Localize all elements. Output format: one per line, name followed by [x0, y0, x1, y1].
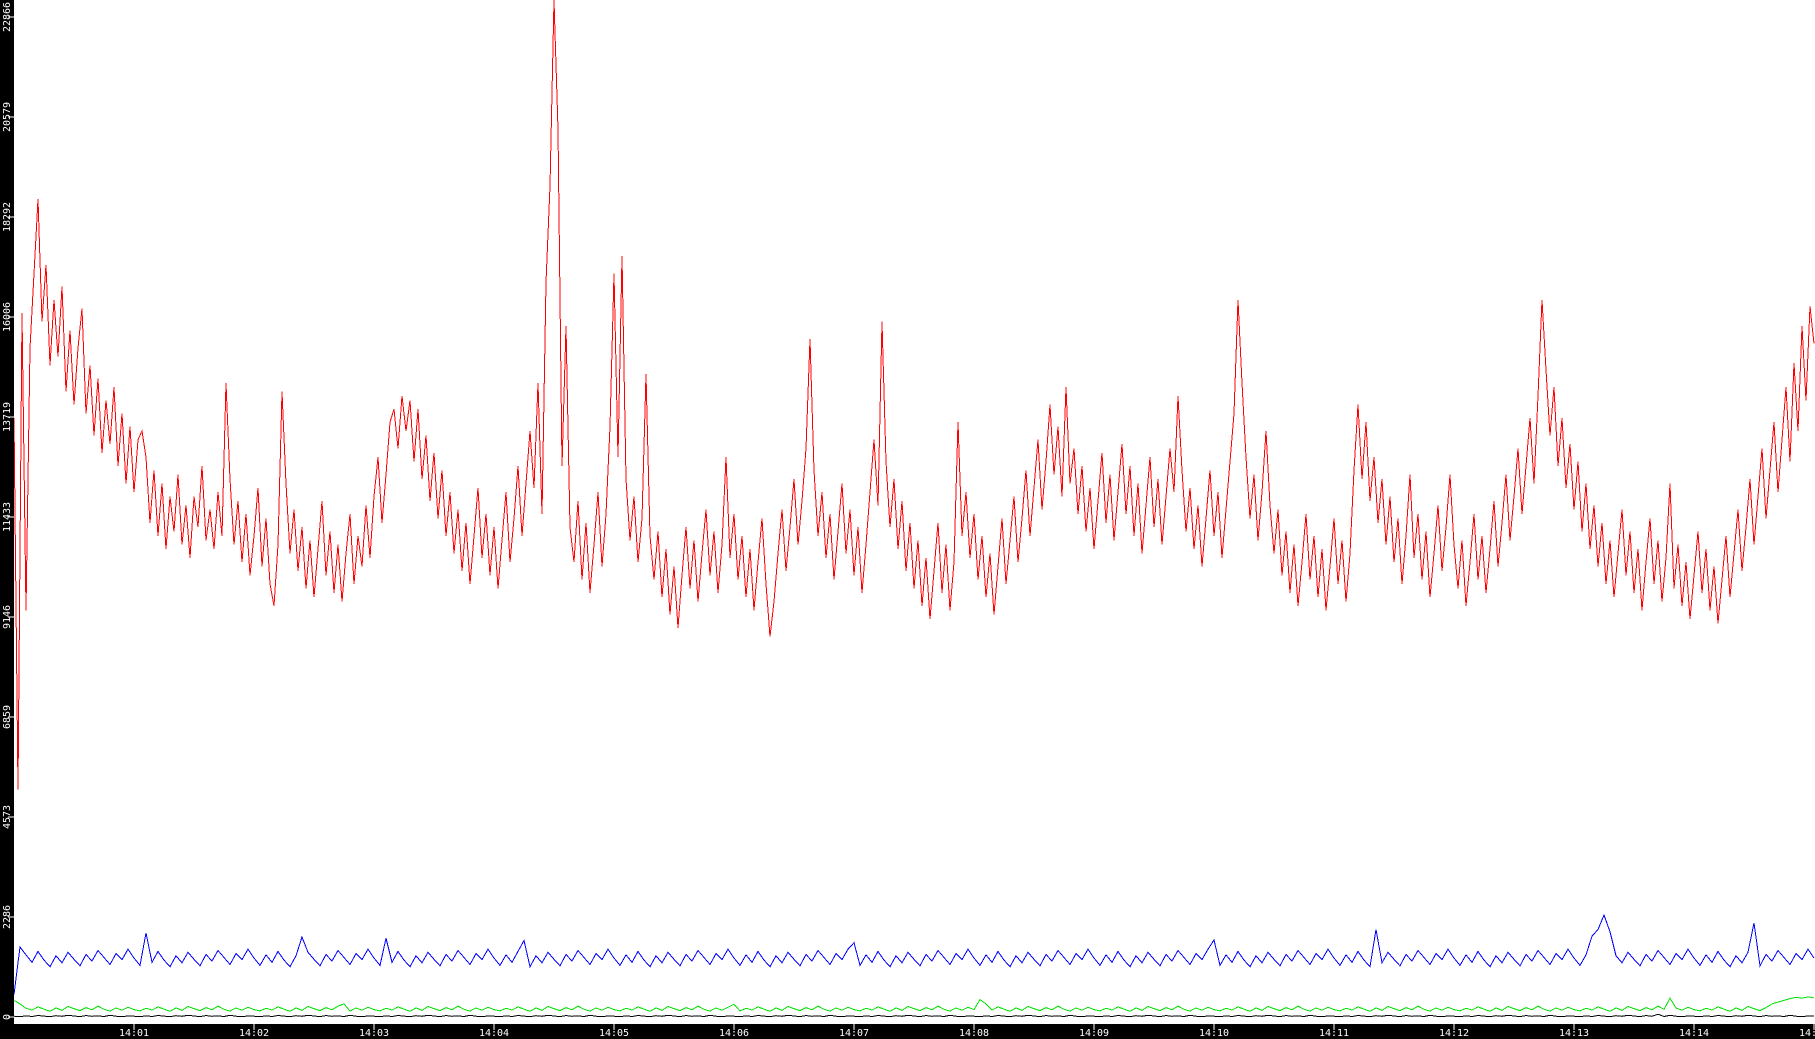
x-axis-tick-label: 14:14	[1679, 1028, 1709, 1039]
y-axis-tick-label: 16006	[2, 302, 13, 332]
y-axis-tick-label: 2286	[2, 905, 13, 929]
x-axis-tick-label: 14:05	[599, 1028, 629, 1039]
x-axis-tick-label: 14:08	[959, 1028, 989, 1039]
y-axis-band	[0, 0, 14, 1039]
x-axis-tick-label: 14:13	[1559, 1028, 1589, 1039]
x-axis-tick-label: 14:15	[1799, 1028, 1815, 1039]
y-axis-tick-label: 13719	[2, 402, 13, 432]
x-axis-tick-label: 14:06	[719, 1028, 749, 1039]
y-axis-tick-label: 4573	[2, 805, 13, 829]
y-axis-tick-label: 11433	[2, 502, 13, 532]
series-blue-series	[13, 913, 1815, 995]
x-axis-tick-label: 14:10	[1199, 1028, 1229, 1039]
x-axis-tick-label: 14:09	[1079, 1028, 1109, 1039]
x-axis-tick-label: 14:04	[479, 1028, 509, 1039]
y-axis-tick-label: 9146	[2, 605, 13, 629]
x-axis-tick-label: 14:12	[1439, 1028, 1469, 1039]
x-axis-tick-label: 14:11	[1319, 1028, 1349, 1039]
y-axis-tick-label: 22866	[2, 2, 13, 32]
series-red-series	[13, 0, 1815, 790]
x-axis-band	[0, 1024, 1815, 1039]
y-axis-tick-label: 20579	[2, 102, 13, 132]
x-axis-tick-label: 14:01	[119, 1028, 149, 1039]
y-axis-tick-label: 6859	[2, 705, 13, 729]
series-green-series	[13, 996, 1815, 1012]
x-axis-tick-label: 14:02	[239, 1028, 269, 1039]
x-axis-tick-label: 14:03	[359, 1028, 389, 1039]
series-black-series	[13, 1013, 1815, 1018]
y-axis-tick-label: 0	[2, 1014, 13, 1020]
y-axis-tick-label: 18292	[2, 202, 13, 232]
x-axis-tick-label: 14:07	[839, 1028, 869, 1039]
